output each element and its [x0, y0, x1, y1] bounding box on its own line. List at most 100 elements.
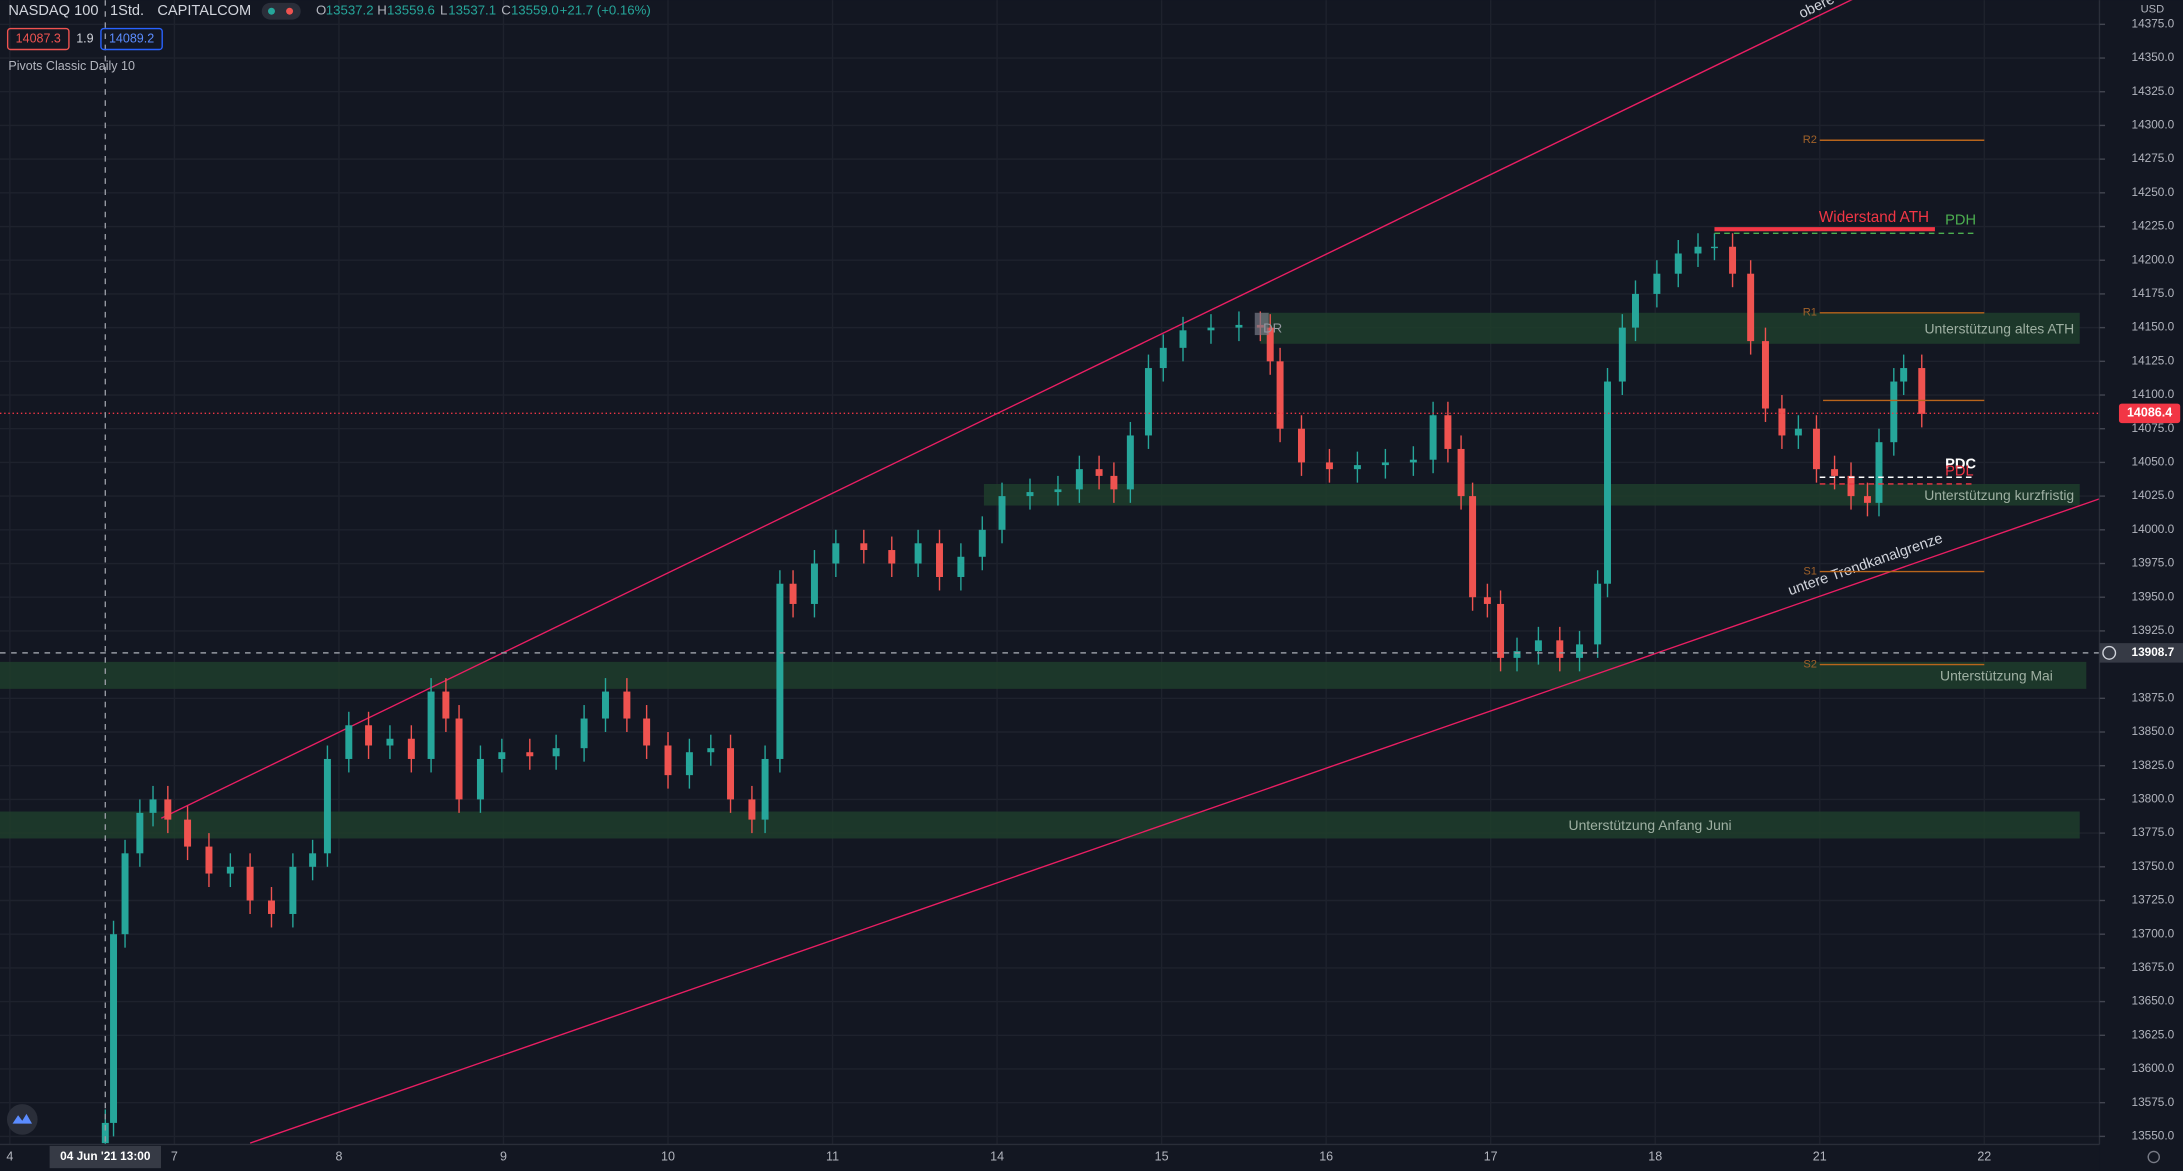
candle-body — [810, 563, 818, 604]
candle-body — [978, 529, 986, 557]
candle-body — [1026, 492, 1034, 497]
candle-body — [643, 718, 651, 746]
level-label: PDL — [1945, 463, 1973, 479]
level-label: S2 — [1803, 659, 1817, 671]
candle-body — [1075, 469, 1083, 490]
candle-body — [1875, 442, 1883, 503]
candle-body — [498, 752, 506, 759]
x-tick-label: 15 — [1155, 1149, 1169, 1163]
y-tick-label: 13700.0 — [2131, 926, 2174, 940]
support-zone — [0, 811, 2080, 839]
bid: 14087.3 — [16, 31, 61, 45]
candle-body — [1631, 293, 1639, 328]
logo[interactable] — [6, 1104, 38, 1135]
candle-body — [1729, 246, 1737, 274]
header: NASDAQ 100 1Std. CAPITALCOM O 13537.2 H … — [6, 2, 651, 73]
candle-body — [1674, 253, 1682, 274]
candle-body — [1469, 496, 1477, 598]
last-price-box — [2118, 403, 2181, 424]
sell-button[interactable] — [6, 27, 70, 51]
grid — [0, 0, 2100, 1145]
y-tick-label: 14200.0 — [2131, 252, 2174, 266]
y-tick-label: 13925.0 — [2131, 623, 2174, 637]
candle-body — [761, 758, 769, 820]
candle-body — [936, 543, 943, 577]
candle-body — [1918, 368, 1926, 414]
candle-body — [1235, 324, 1243, 328]
y-tick-label: 14075.0 — [2131, 421, 2174, 435]
x-tick-label: 10 — [661, 1149, 675, 1163]
market-status — [268, 7, 275, 15]
candle-body — [707, 748, 715, 753]
y-tick-label: 14000.0 — [2131, 522, 2174, 536]
candle-body — [455, 718, 463, 800]
x-tick-label: 21 — [1813, 1149, 1827, 1163]
candle-body — [1618, 327, 1626, 382]
candle-body — [1653, 273, 1661, 294]
x-tick-label: 16 — [1319, 1149, 1333, 1163]
y-tick-label: 13650.0 — [2131, 994, 2174, 1008]
y-tick-label: 14050.0 — [2131, 455, 2174, 469]
buy-button[interactable] — [100, 27, 163, 51]
y-tick-label: 14150.0 — [2131, 320, 2174, 334]
candle-body — [1444, 415, 1452, 449]
crosshair-x-box — [49, 1145, 161, 1169]
x-tick-label: 14 — [990, 1149, 1004, 1163]
y-tick-label: 13575.0 — [2131, 1095, 2174, 1109]
candle-body — [1266, 327, 1274, 362]
y-tick-label: 13625.0 — [2131, 1027, 2174, 1041]
candle-body — [407, 738, 415, 759]
settings-icon[interactable] — [2147, 1150, 2161, 1164]
candle-body — [1710, 246, 1718, 249]
candle-body — [365, 725, 373, 746]
candle-body — [727, 748, 735, 800]
candle-body — [1594, 583, 1602, 645]
candle-body — [1110, 475, 1118, 490]
candle-body — [623, 691, 631, 719]
candle-body — [1900, 368, 1908, 382]
candle-body — [1794, 428, 1802, 436]
x-tick-label: 4 — [6, 1149, 13, 1163]
crosshair-add-icon[interactable] — [2102, 645, 2117, 660]
candle-body — [602, 691, 609, 719]
candle-body — [323, 758, 331, 854]
candle-body — [1576, 644, 1584, 658]
candle-body — [289, 866, 297, 914]
x-tick-label: 7 — [171, 1149, 178, 1163]
candle-body — [789, 583, 797, 604]
candle-body — [580, 718, 588, 749]
candle-body — [1207, 327, 1215, 331]
candle-body — [1761, 341, 1769, 409]
candle-body — [121, 853, 129, 935]
y-tick-label: 14025.0 — [2131, 488, 2174, 502]
candle-body — [1556, 640, 1564, 658]
candle-body — [309, 853, 317, 867]
candle-body — [1534, 640, 1542, 652]
candle-body — [776, 583, 784, 759]
candle-body — [1325, 462, 1333, 470]
candle-body — [164, 799, 172, 820]
interval[interactable]: 1Std. — [110, 3, 144, 19]
candle-body — [268, 900, 275, 914]
status-pill[interactable] — [261, 2, 301, 20]
ohlc-key: L — [440, 3, 447, 18]
x-tick-label: 9 — [500, 1149, 507, 1163]
candle-body — [1497, 603, 1505, 658]
y-tick-label: 13675.0 — [2131, 960, 2174, 974]
candle-body — [476, 758, 484, 800]
y-tick-label: 13775.0 — [2131, 825, 2174, 839]
candle-body — [427, 691, 435, 759]
indicator[interactable]: Pivots Classic Daily 10 — [8, 59, 135, 73]
y-tick-label: 14225.0 — [2131, 219, 2174, 233]
candle-body — [184, 819, 192, 847]
x-tick-label: 17 — [1484, 1149, 1498, 1163]
candle-body — [1276, 361, 1284, 429]
trend-line — [160, 0, 1853, 819]
level-label: R1 — [1803, 307, 1817, 319]
symbol[interactable]: NASDAQ 100 — [8, 3, 98, 19]
marker-label: DR — [1263, 320, 1282, 335]
candle-body — [1144, 368, 1152, 436]
candle-body — [205, 846, 213, 874]
